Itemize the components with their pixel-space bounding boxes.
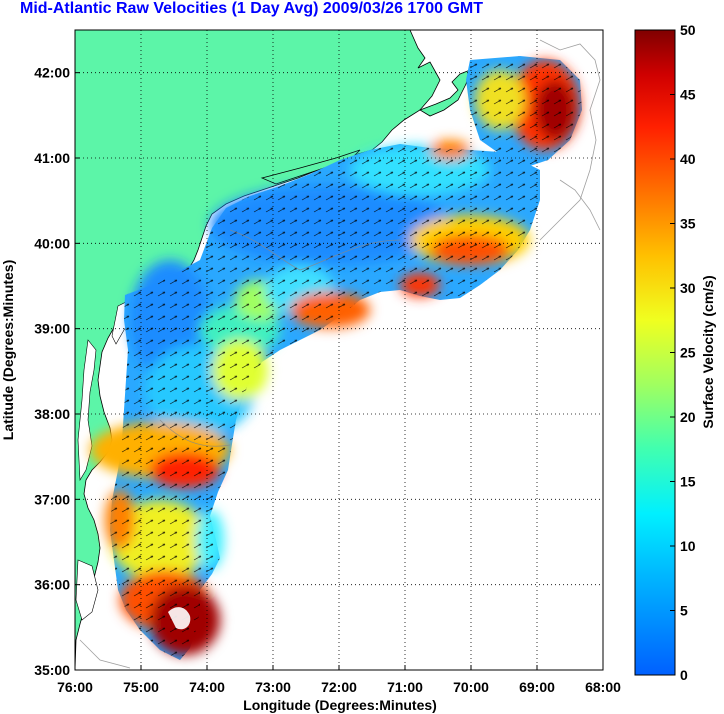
y-axis-label: Latitude (Degrees:Minutes) bbox=[0, 260, 16, 440]
x-tick-label: 69:00 bbox=[519, 679, 555, 695]
y-tick-label: 38:00 bbox=[34, 406, 70, 422]
cape-cod bbox=[419, 69, 471, 117]
colorbar-tick-label: 5 bbox=[680, 603, 688, 619]
colorbar-tick-label: 15 bbox=[680, 474, 696, 490]
colorbar-tick-label: 30 bbox=[680, 280, 696, 296]
colorbar-tick-label: 20 bbox=[680, 409, 696, 425]
velocity-vectors bbox=[110, 56, 582, 660]
colorbar-tick-label: 40 bbox=[680, 151, 696, 167]
x-axis-label: Longitude (Degrees:Minutes) bbox=[243, 697, 437, 713]
colorbar bbox=[634, 29, 676, 676]
data-gap bbox=[168, 607, 191, 630]
colorbar-tick-label: 10 bbox=[680, 538, 696, 554]
x-tick-label: 71:00 bbox=[387, 679, 423, 695]
map-title: Mid-Atlantic Raw Velocities (1 Day Avg) … bbox=[20, 0, 483, 17]
colorbar-tick-label: 45 bbox=[680, 87, 696, 103]
colorbar-tick-label: 35 bbox=[680, 216, 696, 232]
pamlico-sound bbox=[75, 559, 99, 621]
y-tick-label: 35:00 bbox=[34, 662, 70, 678]
bathymetry-contours bbox=[79, 39, 601, 669]
colorbar-label: Surface Velocity (cm/s) bbox=[700, 275, 716, 428]
colorbar-tick-label: 25 bbox=[680, 345, 696, 361]
map-grid bbox=[75, 30, 603, 670]
y-tick-label: 42:00 bbox=[34, 65, 70, 81]
x-tick-label: 68:00 bbox=[585, 679, 621, 695]
y-tick-label: 40:00 bbox=[34, 235, 70, 251]
y-tick-label: 36:00 bbox=[34, 577, 70, 593]
x-tick-label: 74:00 bbox=[189, 679, 225, 695]
x-tick-label: 76:00 bbox=[57, 679, 93, 695]
y-tick-label: 37:00 bbox=[34, 491, 70, 507]
x-tick-label: 70:00 bbox=[453, 679, 489, 695]
colorbar-tick-label: 0 bbox=[680, 667, 688, 683]
x-tick-label: 72:00 bbox=[321, 679, 357, 695]
y-tick-label: 39:00 bbox=[34, 321, 70, 337]
x-tick-label: 75:00 bbox=[123, 679, 159, 695]
x-tick-label: 73:00 bbox=[255, 679, 291, 695]
velocity-field bbox=[90, 56, 582, 660]
x-axis-ticks: 76:00 75:00 74:00 73:00 72:00 71:00 70:00 69:00… bbox=[57, 665, 621, 695]
y-axis-ticks: 42:00 41:00 40:00 39:00 38:00 37:00 36:00 35:00 bbox=[34, 65, 80, 678]
y-tick-label: 41:00 bbox=[34, 150, 70, 166]
colorbar-tick-label: 50 bbox=[680, 22, 696, 38]
